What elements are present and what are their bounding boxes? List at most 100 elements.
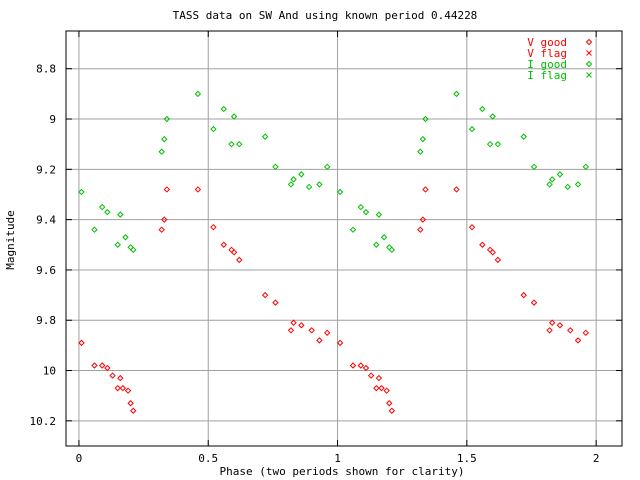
y-tick-label: 9 xyxy=(49,113,56,126)
point-i-good xyxy=(130,246,137,254)
point-i-good xyxy=(417,148,424,155)
x-tick-label: 1 xyxy=(334,452,341,465)
legend-label-v-flag: V flag xyxy=(527,47,567,60)
point-i-good xyxy=(574,181,582,188)
legend-label-v-good: V good xyxy=(527,36,567,49)
point-v-good xyxy=(210,223,217,231)
point-v-good xyxy=(336,339,344,347)
point-i-good xyxy=(520,133,527,140)
legend-label-i-good: I good xyxy=(527,58,567,71)
point-v-good xyxy=(130,407,137,414)
point-v-good xyxy=(194,186,202,193)
point-i-good xyxy=(287,181,295,188)
y-tick-label: 10.2 xyxy=(30,415,57,428)
point-i-good xyxy=(479,105,486,113)
x-tick-label: 2 xyxy=(593,452,600,465)
point-i-good xyxy=(316,181,323,188)
point-v-good xyxy=(323,329,331,337)
point-v-good xyxy=(117,374,124,382)
point-i-good xyxy=(546,181,553,188)
point-v-good xyxy=(486,246,494,254)
chart-title: TASS data on SW And using known period 0… xyxy=(173,9,478,22)
y-tick-label: 10 xyxy=(43,365,56,378)
point-v-good xyxy=(127,400,134,407)
point-i-good xyxy=(228,140,235,148)
point-v-good xyxy=(373,384,380,392)
legend-marker-v-good xyxy=(585,38,593,46)
plot-frame xyxy=(65,30,623,447)
point-v-good xyxy=(494,256,502,264)
point-i-good xyxy=(161,135,168,143)
point-v-good xyxy=(228,246,235,254)
point-v-good xyxy=(582,329,590,337)
point-v-good xyxy=(489,249,496,256)
point-v-good xyxy=(220,241,227,248)
x-axis-label: Phase (two periods shown for clarity) xyxy=(219,465,464,478)
point-v-good xyxy=(316,337,323,344)
point-i-good xyxy=(220,105,227,113)
point-v-good xyxy=(375,374,383,382)
point-v-good xyxy=(548,319,556,326)
y-axis-label: Magnitude xyxy=(4,210,17,270)
point-i-good xyxy=(163,115,171,123)
point-v-good xyxy=(417,226,424,233)
point-i-good xyxy=(104,208,111,216)
point-i-good xyxy=(158,148,165,155)
point-i-good xyxy=(122,234,129,241)
point-i-good xyxy=(564,183,571,191)
y-tick-label: 8.8 xyxy=(36,63,56,76)
point-v-good xyxy=(109,372,116,379)
point-v-good xyxy=(383,387,390,394)
point-v-good xyxy=(91,362,98,369)
point-v-good xyxy=(124,387,132,394)
point-v-good xyxy=(272,299,279,306)
point-i-good xyxy=(194,90,202,98)
point-i-good xyxy=(419,135,427,143)
point-v-good xyxy=(378,384,385,392)
point-v-good xyxy=(114,384,121,392)
legend-marker-i-good xyxy=(585,60,593,68)
point-v-good xyxy=(362,364,370,372)
point-v-good xyxy=(546,327,553,334)
x-tick-label: 0.5 xyxy=(198,452,218,465)
point-i-good xyxy=(236,140,243,148)
x-axis: 0 0.5 1 1.5 2 xyxy=(76,31,600,465)
point-i-good xyxy=(373,241,380,248)
point-i-good xyxy=(117,211,124,218)
point-i-good xyxy=(386,244,393,251)
x-tick-label: 0 xyxy=(76,452,83,465)
point-i-good xyxy=(305,183,313,191)
point-i-good xyxy=(127,244,134,251)
y-tick-label: 9.6 xyxy=(36,264,56,277)
point-v-good xyxy=(290,319,297,326)
point-v-good xyxy=(530,299,538,306)
point-i-good xyxy=(78,188,85,196)
point-v-good xyxy=(78,339,85,347)
point-v-good xyxy=(357,362,365,369)
y-tick-label: 9.8 xyxy=(36,314,56,327)
legend-marker-v-flag xyxy=(586,50,592,56)
point-v-good xyxy=(479,241,486,248)
point-i-good xyxy=(323,163,331,171)
point-i-good xyxy=(375,211,383,218)
y-axis: 8.8 9 9.2 9.4 9.6 9.8 10 10.2 xyxy=(30,63,622,428)
x-tick-label: 1.5 xyxy=(457,452,477,465)
y-tick-label: 9.4 xyxy=(36,214,56,227)
point-i-good xyxy=(530,163,538,171)
point-v-good xyxy=(161,216,168,223)
grid xyxy=(66,31,622,446)
point-i-good xyxy=(336,188,344,196)
point-v-good xyxy=(104,364,111,372)
point-v-good xyxy=(574,337,582,344)
point-i-good xyxy=(582,163,590,171)
data-points xyxy=(78,90,590,414)
point-i-good xyxy=(388,246,396,254)
point-i-good xyxy=(349,226,357,233)
point-v-good xyxy=(308,327,315,334)
point-v-good xyxy=(98,362,106,369)
point-i-good xyxy=(380,234,388,241)
point-v-good xyxy=(163,186,171,193)
point-i-good xyxy=(494,140,502,148)
